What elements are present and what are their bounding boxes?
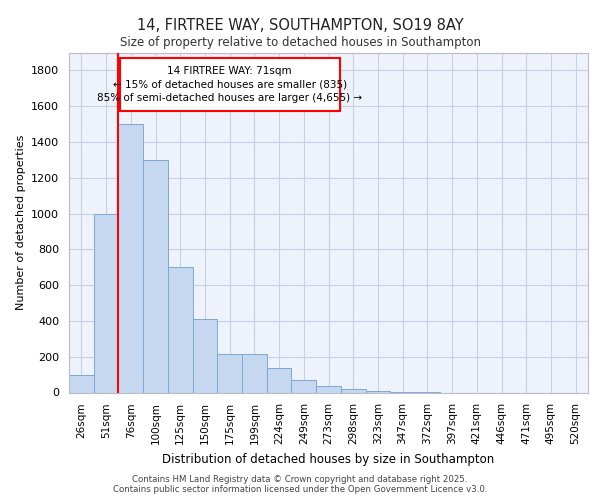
Bar [119, 58, 340, 110]
Bar [69, 374, 94, 392]
Bar [217, 354, 242, 393]
Text: 14, FIRTREE WAY, SOUTHAMPTON, SO19 8AY: 14, FIRTREE WAY, SOUTHAMPTON, SO19 8AY [137, 18, 463, 32]
Bar [292, 380, 316, 392]
Y-axis label: Number of detached properties: Number of detached properties [16, 135, 26, 310]
Bar [267, 368, 292, 392]
Bar [242, 354, 267, 393]
Bar [168, 267, 193, 392]
Text: Size of property relative to detached houses in Southampton: Size of property relative to detached ho… [119, 36, 481, 49]
Bar [193, 319, 217, 392]
Text: 85% of semi-detached houses are larger (4,655) →: 85% of semi-detached houses are larger (… [97, 93, 362, 103]
Bar [94, 214, 118, 392]
Text: Contains HM Land Registry data © Crown copyright and database right 2025.
Contai: Contains HM Land Registry data © Crown c… [113, 474, 487, 494]
Bar [316, 386, 341, 392]
Text: ← 15% of detached houses are smaller (835): ← 15% of detached houses are smaller (83… [113, 80, 347, 90]
Bar [365, 390, 390, 392]
Bar [118, 124, 143, 392]
Bar [341, 389, 365, 392]
Text: 14 FIRTREE WAY: 71sqm: 14 FIRTREE WAY: 71sqm [167, 66, 292, 76]
Bar [143, 160, 168, 392]
X-axis label: Distribution of detached houses by size in Southampton: Distribution of detached houses by size … [163, 452, 494, 466]
